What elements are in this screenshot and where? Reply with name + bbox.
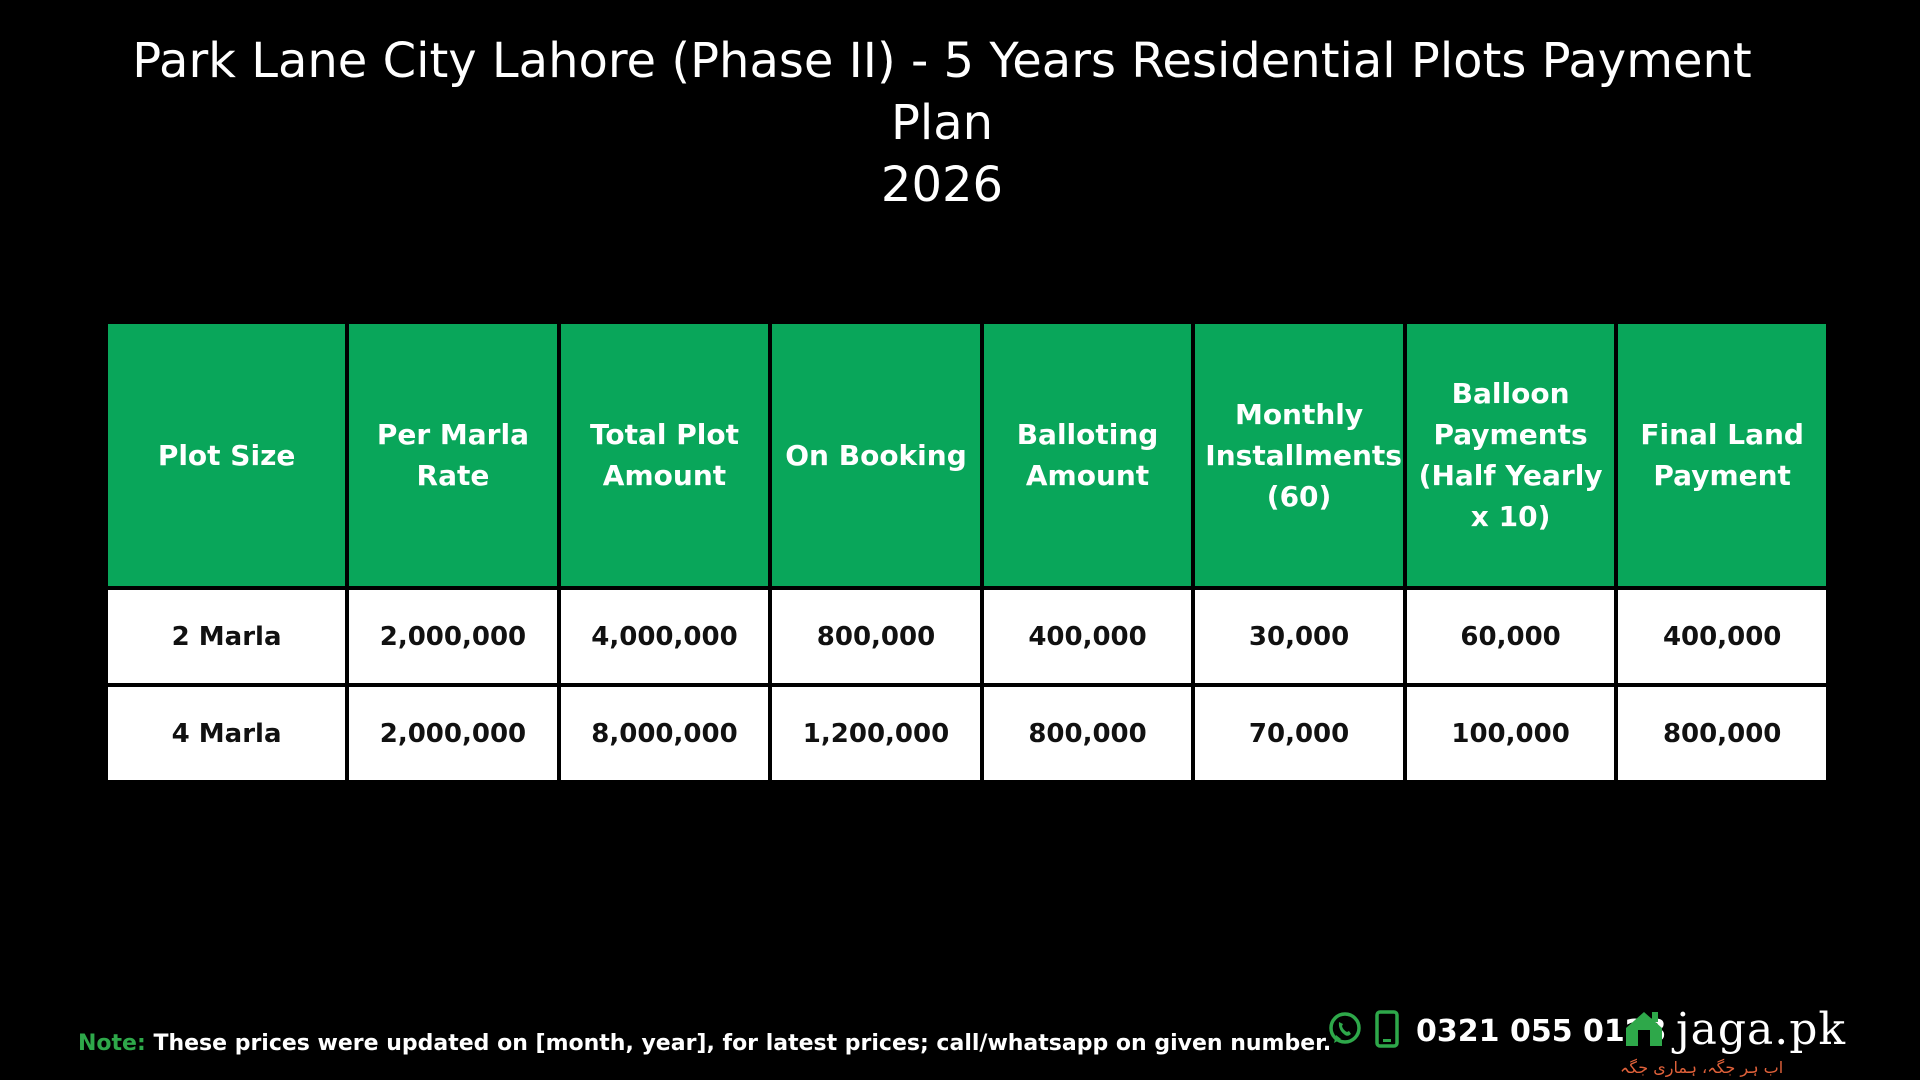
table-cell: 800,000 [1618,687,1826,780]
brand-logo: jaga.pk [1622,1004,1846,1055]
title-line-2: 2026 [880,157,1004,213]
table-cell: 2,000,000 [349,687,557,780]
table-cell: 70,000 [1195,687,1403,780]
whatsapp-icon[interactable] [1326,1010,1364,1052]
header-balloting-amount: Balloting Amount [983,324,1192,586]
header-balloon-payments: Balloon Payments (Half Yearly x 10) [1406,324,1615,586]
mobile-phone-icon [1374,1010,1400,1052]
header-total-plot-amount: Total Plot Amount [560,324,769,586]
table-cell: 2,000,000 [349,590,557,683]
brand-tagline: اب ہر جگہ، ہماری جگہ [1620,1058,1784,1077]
header-final-land-payment: Final Land Payment [1618,324,1826,586]
table-cell: 800,000 [772,590,980,683]
table-cell: 100,000 [1406,687,1615,780]
contact-block: 0321 055 0123 [1326,1010,1667,1052]
house-logo-icon [1622,1006,1666,1054]
price-note: Note: These prices were updated on [mont… [78,1031,1331,1056]
table-cell: 1,200,000 [772,687,980,780]
header-per-marla-rate: Per Marla Rate [349,324,557,586]
table-cell: 8,000,000 [560,687,769,780]
table-cell: 400,000 [1618,590,1826,683]
title-line-1: Park Lane City Lahore (Phase II) - 5 Yea… [132,33,1752,151]
header-on-booking: On Booking [772,324,980,586]
header-plot-size: Plot Size [108,324,346,586]
table-row: 4 Marla 2,000,000 8,000,000 1,200,000 80… [108,687,1826,780]
note-text: These prices were updated on [month, yea… [153,1031,1332,1056]
phone-number[interactable]: 0321 055 0123 [1416,1013,1667,1049]
table-cell: 4 Marla [108,687,346,780]
brand-name: jaga.pk [1676,1004,1847,1055]
header-monthly-installments: Monthly Installments (60) [1195,324,1403,586]
payment-plan-table: Plot Size Per Marla Rate Total Plot Amou… [104,320,1830,784]
table-cell: 400,000 [983,590,1192,683]
table-cell: 800,000 [983,687,1192,780]
note-label: Note: [78,1031,146,1056]
table-cell: 4,000,000 [560,590,769,683]
table-header-row: Plot Size Per Marla Rate Total Plot Amou… [108,324,1826,586]
table-row: 2 Marla 2,000,000 4,000,000 800,000 400,… [108,590,1826,683]
table-cell: 30,000 [1195,590,1403,683]
page-title: Park Lane City Lahore (Phase II) - 5 Yea… [100,30,1784,216]
table-cell: 60,000 [1406,590,1615,683]
table-cell: 2 Marla [108,590,346,683]
